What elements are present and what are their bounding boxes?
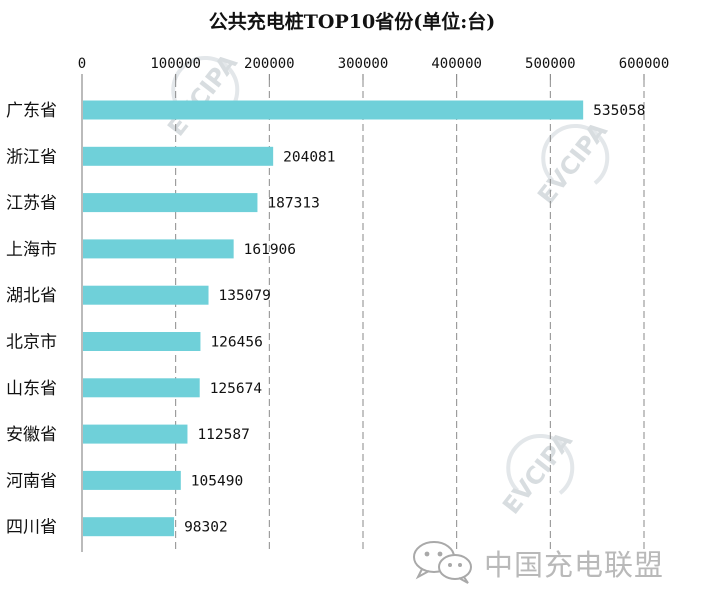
value-label: 535058	[593, 103, 645, 119]
bar	[83, 100, 584, 120]
watermark: EVCIPA	[162, 49, 243, 142]
bar	[83, 424, 188, 444]
value-label: 187313	[267, 196, 319, 212]
chart-title: 公共充电桩TOP10省份(单位:台)	[209, 10, 495, 33]
bar	[83, 239, 234, 259]
watermark: EVCIPA	[497, 427, 578, 520]
category-label: 山东省	[6, 379, 57, 399]
bar	[83, 193, 258, 213]
category-label: 安徽省	[6, 425, 57, 445]
category-label: 浙江省	[6, 147, 57, 167]
value-label: 126456	[210, 335, 262, 351]
bar	[83, 332, 201, 351]
value-label: 135079	[219, 288, 271, 304]
x-axis-ticks: 0 100000 200000 300000 400000 500000 600000	[78, 56, 670, 80]
category-label: 河南省	[6, 471, 57, 491]
x-tick-label: 600000	[619, 56, 670, 72]
value-label: 125674	[210, 381, 263, 397]
x-tick-label: 300000	[338, 56, 389, 72]
watermark: EVCIPA	[532, 117, 613, 210]
watermark-arc	[541, 123, 610, 185]
value-label: 161906	[244, 242, 296, 258]
watermark-arc	[171, 55, 240, 117]
value-label: 112587	[197, 427, 249, 443]
category-label: 四川省	[6, 518, 57, 538]
bar	[83, 517, 175, 537]
x-tick-label: 100000	[150, 56, 201, 72]
wechat-logo-icon	[413, 541, 472, 584]
bar	[83, 470, 181, 490]
category-label: 湖北省	[6, 286, 57, 306]
bars	[83, 100, 584, 537]
x-tick-label: 500000	[525, 56, 576, 72]
bar	[83, 146, 274, 166]
x-tick-label: 200000	[244, 56, 295, 72]
value-labels: 535058 204081 187313 161906 135079 126456 1256…	[184, 103, 645, 536]
category-label: 上海市	[6, 240, 57, 260]
category-label: 江苏省	[6, 194, 57, 214]
category-label: 北京市	[6, 333, 57, 353]
value-label: 98302	[184, 520, 228, 536]
brand-text: 中国充电联盟	[484, 548, 665, 582]
x-tick-label: 400000	[431, 56, 482, 72]
x-tick-label: 0	[78, 56, 86, 72]
value-label: 204081	[283, 149, 335, 165]
bar	[83, 285, 209, 305]
category-label: 广东省	[6, 101, 57, 121]
bar	[83, 378, 200, 398]
watermark-arc	[506, 433, 575, 495]
value-label: 105490	[191, 473, 243, 489]
